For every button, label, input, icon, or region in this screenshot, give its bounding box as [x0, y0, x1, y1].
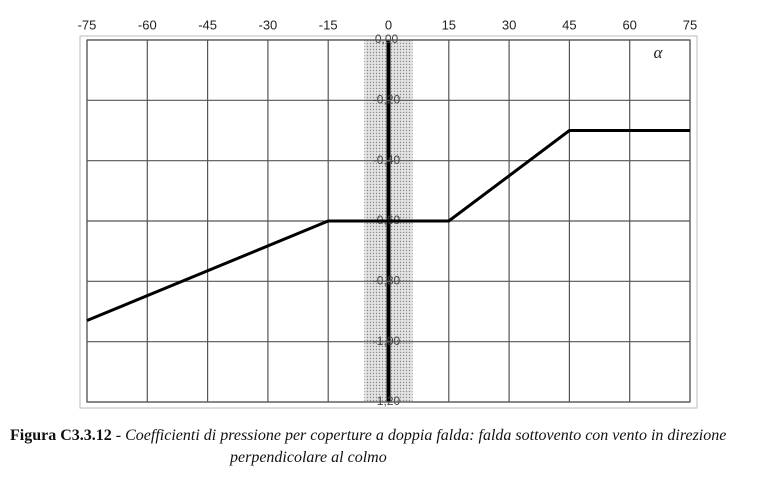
x-tick-label: -45 — [198, 17, 217, 32]
caption-text: - Coefficienti di pressione per copertur… — [115, 427, 727, 466]
x-tick-label: 30 — [502, 17, 516, 32]
y-tick-label: -0,20 — [373, 93, 401, 107]
chart: α -75 -60 -45 -30 -15 0 15 30 45 60 75 0,00 -0,20 -0,… — [78, 17, 698, 409]
y-tick-label: 0,00 — [375, 32, 399, 46]
caption: Figura C3.3.12 - Coefficienti di pressio… — [10, 425, 755, 469]
x-tick-label: 15 — [442, 17, 456, 32]
x-axis-label: α — [654, 43, 664, 62]
y-tick-label: -0,80 — [373, 274, 401, 288]
x-tick-label: 60 — [622, 17, 636, 32]
plot-border — [86, 39, 691, 403]
x-tick-label: -30 — [259, 17, 278, 32]
x-tick-label: -60 — [138, 17, 157, 32]
caption-label: Figura C3.3.12 — [10, 427, 112, 444]
x-tick-label: -75 — [78, 17, 97, 32]
y-tick-label: -1,20 — [373, 394, 401, 408]
x-tick-label: 45 — [562, 17, 576, 32]
y-tick-label: -1,00 — [373, 334, 401, 348]
y-tick-label: -0,40 — [373, 153, 401, 167]
outer-frame — [79, 35, 698, 409]
x-tick-label: 75 — [683, 17, 697, 32]
data-line — [86, 129, 690, 322]
x-tick-label: 0 — [385, 17, 392, 32]
x-tick-label: -15 — [319, 17, 338, 32]
